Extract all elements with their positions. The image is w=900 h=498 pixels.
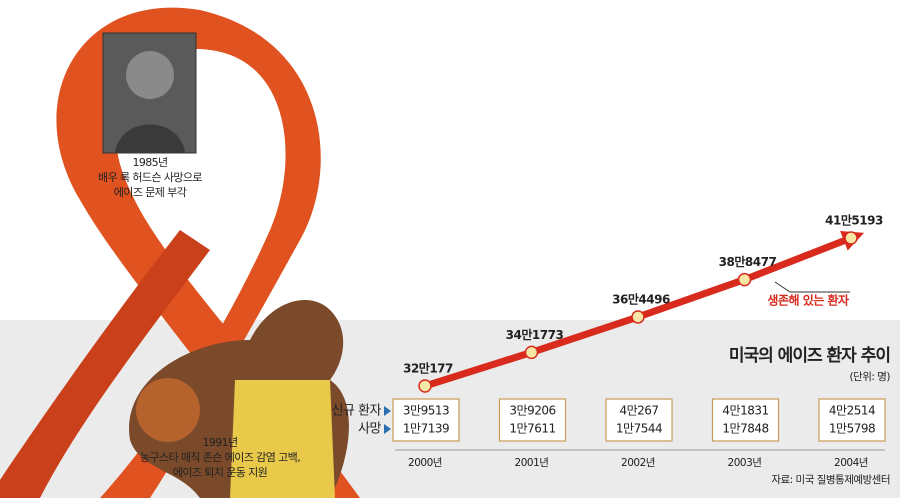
table-box: [498, 398, 567, 442]
data-point: [524, 345, 539, 360]
photo-suit: [115, 124, 185, 153]
chart-title: 미국의 에이즈 환자 추이: [729, 346, 890, 366]
table-value: 1만7611: [509, 422, 555, 436]
table-box: [392, 398, 460, 442]
unit-label: (단위: 명): [849, 370, 890, 383]
value-label: 41만5193: [825, 213, 883, 228]
table-value: 3만9206: [509, 404, 555, 418]
ribbon-tail: [0, 230, 210, 498]
table-value: 1만5798: [829, 422, 875, 436]
table-value: 4만1831: [722, 404, 768, 418]
data-point: [631, 310, 645, 324]
note-text: 에이즈 퇴치 운동 지원: [173, 466, 267, 479]
table-box: [711, 398, 780, 442]
source: 자료: 미국 질병통제예방센터: [771, 473, 890, 486]
data-point: [418, 379, 432, 393]
row-marker: [384, 406, 391, 416]
row-label: 사망: [358, 422, 381, 437]
x-tick-label: 2002년: [621, 457, 655, 469]
row-marker: [384, 424, 391, 434]
x-tick-label: 2001년: [515, 457, 549, 469]
value-label: 36만4496: [612, 291, 670, 306]
table-value: 4만267: [619, 404, 658, 418]
x-tick-label: 2000년: [408, 457, 442, 469]
series-label: 생존해 있는 환자: [767, 293, 849, 308]
photo-ball: [136, 378, 200, 442]
data-point: [844, 231, 858, 245]
table-value: 3만9513: [403, 404, 449, 418]
data-point: [737, 272, 752, 287]
value-label: 38만8477: [719, 254, 777, 269]
table-value: 4만2514: [829, 404, 875, 418]
annotation-leader: [774, 281, 850, 293]
table-value: 1만7848: [722, 422, 768, 436]
note-text: 1985년: [132, 156, 167, 169]
note-text: 배우 록 허드슨 사망으로: [98, 171, 202, 184]
table-value: 1만7544: [616, 422, 662, 436]
note-text: 농구스타 매직 존슨 에이즈 감염 고백,: [140, 451, 300, 464]
ribbon: [56, 7, 360, 498]
note-text: 1991년: [202, 436, 237, 449]
value-label: 32만177: [403, 361, 453, 376]
table-box: [818, 398, 886, 442]
x-tick-label: 2004년: [834, 457, 868, 469]
row-label: 신규 환자: [332, 404, 382, 419]
table-box: [605, 398, 673, 442]
table-value: 1만7139: [403, 422, 449, 436]
photo-face: [126, 51, 174, 99]
note-text: 에이즈 문제 부각: [114, 186, 187, 199]
value-label: 34만1773: [506, 327, 564, 342]
x-tick-label: 2003년: [728, 457, 762, 469]
photo-jersey: [230, 380, 335, 498]
